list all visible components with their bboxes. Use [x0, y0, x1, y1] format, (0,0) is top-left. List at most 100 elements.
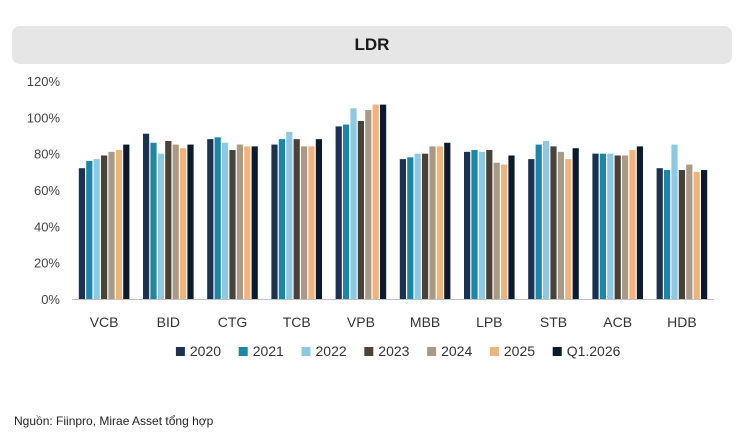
bar-lpb-2023	[486, 150, 493, 299]
bar-vcb-q1-2026	[123, 144, 130, 299]
bar-hdb-2021	[664, 170, 671, 299]
y-tick-label: 80%	[34, 147, 60, 162]
legend-swatch	[175, 347, 185, 356]
bar-bid-2025	[180, 148, 187, 299]
bar-tcb-2021	[278, 139, 285, 299]
legend-label: 2021	[253, 343, 284, 359]
bar-ctg-2021	[214, 137, 221, 299]
bar-mbb-2025	[436, 146, 443, 299]
bar-mbb-2020	[399, 159, 406, 299]
bar-stb-2020	[528, 159, 535, 299]
bar-vcb-2022	[93, 159, 100, 299]
chart-title: LDR	[354, 35, 390, 54]
bar-vpb-2020	[335, 126, 342, 300]
bar-vpb-2022	[350, 108, 357, 299]
chart-title-bar: LDR	[12, 26, 732, 64]
x-tick-label: STB	[540, 314, 567, 330]
bar-vpb-2021	[343, 124, 350, 299]
bar-vpb-2023	[357, 120, 364, 299]
bar-tcb-2024	[301, 146, 308, 299]
bar-bid-q1-2026	[187, 144, 194, 299]
bar-tcb-2022	[286, 131, 293, 299]
bar-hdb-2022	[671, 144, 678, 299]
bar-stb-q1-2026	[572, 148, 579, 299]
bar-bid-2023	[165, 140, 172, 299]
legend-label: 2025	[504, 343, 535, 359]
bar-mbb-2023	[422, 153, 429, 299]
bar-vcb-2021	[86, 160, 93, 299]
bar-stb-2023	[550, 146, 557, 299]
bar-lpb-2020	[464, 151, 471, 299]
x-tick-label: BID	[157, 314, 180, 330]
bar-acb-2021	[599, 153, 606, 299]
bar-lpb-2025	[501, 164, 508, 299]
legend-swatch	[301, 347, 311, 356]
bar-vpb-q1-2026	[380, 104, 387, 299]
bar-stb-2021	[535, 144, 542, 299]
x-tick-label: TCB	[283, 314, 311, 330]
legend-label: 2020	[190, 343, 221, 359]
bar-ctg-2025	[244, 146, 251, 299]
y-tick-label: 120%	[27, 74, 61, 89]
bar-mbb-2021	[407, 157, 414, 299]
bar-ctg-2022	[222, 142, 229, 299]
bar-acb-2020	[592, 153, 599, 299]
legend-label: 2024	[441, 343, 472, 359]
x-tick-label: MBB	[410, 314, 440, 330]
bar-vcb-2020	[78, 168, 85, 299]
bar-tcb-2025	[308, 146, 315, 299]
bar-mbb-2024	[429, 146, 436, 299]
bar-hdb-2025	[693, 171, 700, 299]
source-note: Nguồn: Fiinpro, Mirae Asset tổng hợp	[14, 414, 214, 428]
bar-vpb-2024	[365, 110, 372, 299]
bar-ctg-q1-2026	[251, 146, 258, 299]
legend-label: Q1.2026	[567, 343, 621, 359]
legend-label: 2023	[378, 343, 409, 359]
legend-swatch	[427, 347, 437, 356]
bar-mbb-2022	[414, 153, 421, 299]
bar-lpb-2022	[478, 151, 485, 299]
x-tick-label: VPB	[347, 314, 375, 330]
bar-ctg-2024	[236, 144, 243, 299]
bar-bid-2020	[143, 133, 150, 299]
legend-label: 2022	[316, 343, 347, 359]
bar-stb-2024	[557, 151, 564, 299]
legend-swatch	[552, 347, 562, 356]
bar-bid-2022	[157, 153, 164, 299]
bar-stb-2022	[543, 140, 550, 299]
y-tick-label: 100%	[27, 110, 61, 125]
bar-mbb-q1-2026	[444, 142, 451, 299]
x-tick-label: CTG	[218, 314, 248, 330]
bar-tcb-2020	[271, 144, 278, 299]
bar-lpb-2021	[471, 150, 478, 299]
bar-ctg-2020	[207, 139, 214, 299]
bar-vcb-2023	[101, 155, 108, 299]
bar-vcb-2025	[115, 150, 122, 299]
bar-stb-2025	[565, 159, 572, 299]
y-tick-label: 40%	[34, 219, 60, 234]
bar-lpb-2024	[493, 162, 500, 299]
y-tick-label: 60%	[34, 183, 60, 198]
bar-bid-2021	[150, 142, 157, 299]
x-tick-label: ACB	[603, 314, 632, 330]
x-tick-label: LPB	[476, 314, 502, 330]
y-tick-label: 20%	[34, 256, 60, 271]
bar-vcb-2024	[108, 151, 115, 299]
bar-bid-2024	[172, 144, 179, 299]
y-tick-label: 0%	[41, 292, 60, 307]
x-tick-label: HDB	[667, 314, 697, 330]
legend-swatch	[238, 347, 248, 356]
legend-swatch	[489, 347, 499, 356]
bar-acb-2024	[622, 155, 629, 299]
x-tick-label: VCB	[90, 314, 119, 330]
bar-vpb-2025	[372, 104, 379, 299]
legend-swatch	[364, 347, 374, 356]
bar-hdb-2023	[678, 170, 685, 299]
bar-acb-2022	[607, 153, 614, 299]
bar-hdb-2024	[686, 164, 693, 299]
bar-acb-q1-2026	[636, 146, 643, 299]
bar-ctg-2023	[229, 150, 236, 299]
bar-tcb-q1-2026	[315, 139, 322, 299]
bar-hdb-q1-2026	[701, 170, 708, 299]
